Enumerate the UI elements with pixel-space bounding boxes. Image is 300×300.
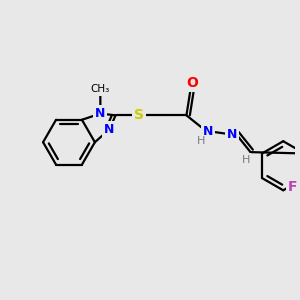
Text: H: H xyxy=(242,155,250,165)
Text: N: N xyxy=(104,123,115,136)
Text: N: N xyxy=(227,128,238,141)
Text: F: F xyxy=(288,180,298,194)
Text: O: O xyxy=(186,76,198,90)
Text: CH₃: CH₃ xyxy=(91,84,110,94)
Text: S: S xyxy=(134,108,144,122)
Text: N: N xyxy=(203,125,213,138)
Text: H: H xyxy=(197,136,205,146)
Text: N: N xyxy=(95,107,106,120)
